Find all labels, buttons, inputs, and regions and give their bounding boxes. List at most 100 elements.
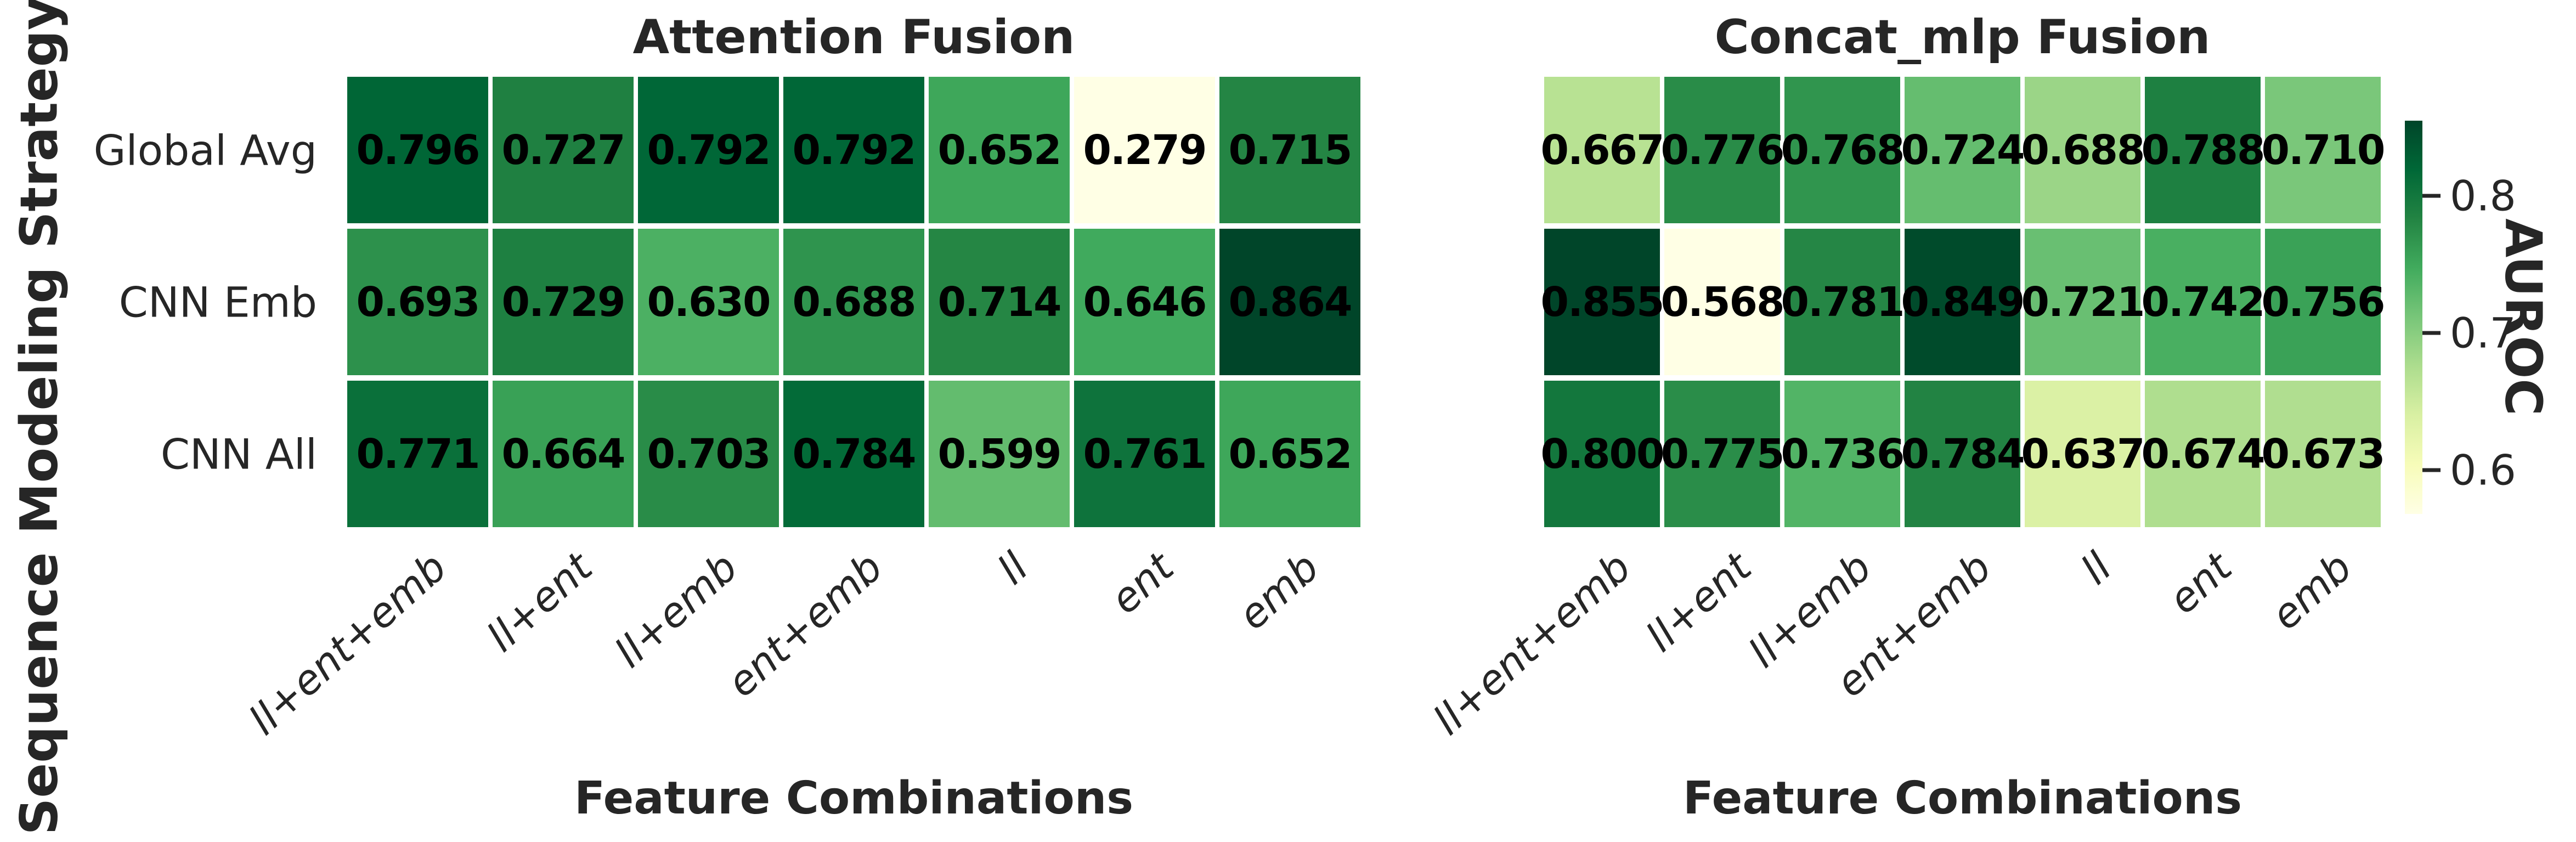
heatmap-cell: 0.646 <box>1074 229 1215 375</box>
colorbar-tick-label: 0.8 <box>2450 171 2516 221</box>
cell-value: 0.800 <box>1540 430 1664 478</box>
heatmap-cell: 0.792 <box>638 77 779 223</box>
heatmap-cell: 0.784 <box>783 381 924 527</box>
heatmap-cell: 0.568 <box>1660 229 1785 375</box>
heatmap-cell: 0.771 <box>347 381 488 527</box>
cell-value: 0.796 <box>356 126 480 174</box>
heatmap-cell: 0.724 <box>1901 77 2025 223</box>
cell-value: 0.637 <box>2021 430 2145 478</box>
cell-value: 0.630 <box>647 278 771 326</box>
heatmap-cell: 0.768 <box>1781 77 1905 223</box>
cell-value: 0.688 <box>2021 126 2145 174</box>
heatmap-cell: 0.652 <box>1219 381 1360 527</box>
heatmap-cell: 0.784 <box>1901 381 2025 527</box>
cell-value: 0.788 <box>2141 126 2265 174</box>
heatmap-cell: 0.855 <box>1540 229 1665 375</box>
colorbar-tick-mark <box>2422 331 2441 335</box>
cell-value: 0.768 <box>1781 126 1905 174</box>
cell-value: 0.652 <box>1228 430 1352 478</box>
heatmap-cell: 0.775 <box>1660 381 1785 527</box>
heatmap-cell: 0.599 <box>929 381 1070 527</box>
y-tick-label: Global Avg <box>93 126 317 174</box>
heatmap-cell: 0.742 <box>2141 229 2266 375</box>
cell-value: 0.674 <box>2141 430 2265 478</box>
x-tick-label: ll+ent+emb <box>1425 544 1641 744</box>
right-heatmap-title: Concat_mlp Fusion <box>1714 10 2211 65</box>
heatmap-cell: 0.688 <box>783 229 924 375</box>
cell-value: 0.693 <box>356 278 480 326</box>
cell-value: 0.727 <box>501 126 625 174</box>
cell-value: 0.714 <box>937 278 1061 326</box>
cell-value: 0.855 <box>1540 278 1664 326</box>
heatmap-cell: 0.693 <box>347 229 488 375</box>
cell-value: 0.792 <box>792 126 916 174</box>
x-tick-label: ent <box>2160 544 2241 624</box>
y-tick-label: CNN All <box>160 430 317 478</box>
cell-value: 0.781 <box>1781 278 1905 326</box>
heatmap-cell: 0.703 <box>638 381 779 527</box>
cell-value: 0.761 <box>1083 430 1207 478</box>
cell-value: 0.724 <box>1901 126 2025 174</box>
x-tick-label: emb <box>1229 544 1329 640</box>
cell-value: 0.742 <box>2141 278 2265 326</box>
cell-value: 0.784 <box>792 430 916 478</box>
x-tick-label: ll <box>2072 544 2121 594</box>
heatmap-cell: 0.864 <box>1219 229 1360 375</box>
heatmap-cell: 0.630 <box>638 229 779 375</box>
heatmap-cell: 0.788 <box>2141 77 2266 223</box>
cell-value: 0.771 <box>356 430 480 478</box>
heatmap-cell: 0.800 <box>1540 381 1665 527</box>
cell-value: 0.864 <box>1228 278 1352 326</box>
cell-value: 0.279 <box>1083 126 1207 174</box>
cell-value: 0.673 <box>2261 430 2385 478</box>
colorbar-label: AUROC <box>2494 218 2553 416</box>
cell-value: 0.715 <box>1228 126 1352 174</box>
cell-value: 0.792 <box>647 126 771 174</box>
colorbar-gradient <box>2405 121 2422 514</box>
heatmap-cell: 0.673 <box>2261 381 2386 527</box>
heatmap-cell: 0.715 <box>1219 77 1360 223</box>
cell-value: 0.729 <box>501 278 625 326</box>
heatmap-cell: 0.727 <box>493 77 634 223</box>
cell-value: 0.756 <box>2261 278 2385 326</box>
x-tick-label: ent+emb <box>718 544 892 707</box>
cell-value: 0.652 <box>937 126 1061 174</box>
cell-value: 0.775 <box>1660 430 1784 478</box>
heatmap-cell: 0.688 <box>2021 77 2145 223</box>
colorbar-tick-mark <box>2422 194 2441 198</box>
heatmap-cell: 0.674 <box>2141 381 2266 527</box>
cell-value: 0.710 <box>2261 126 2385 174</box>
heatmap-cell: 0.776 <box>1660 77 1785 223</box>
colorbar-tick-label: 0.6 <box>2450 445 2516 495</box>
x-tick-label: ll+ent+emb <box>240 544 456 744</box>
heatmap-cell: 0.652 <box>929 77 1070 223</box>
x-tick-label: ll+ent <box>478 544 602 662</box>
colorbar-tick-mark <box>2422 468 2441 472</box>
x-axis-label-left: Feature Combinations <box>574 772 1134 824</box>
x-tick-label: ent <box>1101 544 1183 624</box>
x-axis-label-right: Feature Combinations <box>1682 772 2242 824</box>
cell-value: 0.784 <box>1901 430 2025 478</box>
cell-value: 0.721 <box>2021 278 2145 326</box>
cell-value: 0.703 <box>647 430 771 478</box>
cell-value: 0.736 <box>1781 430 1905 478</box>
cell-value: 0.688 <box>792 278 916 326</box>
heatmap-cell: 0.729 <box>493 229 634 375</box>
heatmap-cell: 0.781 <box>1781 229 1905 375</box>
heatmap-cell: 0.667 <box>1540 77 1665 223</box>
x-tick-label: emb <box>2262 544 2362 640</box>
heatmap-cell: 0.756 <box>2261 229 2386 375</box>
cell-value: 0.667 <box>1540 126 1664 174</box>
heatmap-cell: 0.796 <box>347 77 488 223</box>
heatmap-cell: 0.637 <box>2021 381 2145 527</box>
y-tick-label: CNN Emb <box>118 278 317 326</box>
cell-value: 0.599 <box>937 430 1061 478</box>
heatmap-cell: 0.849 <box>1901 229 2025 375</box>
cell-value: 0.646 <box>1083 278 1207 326</box>
heatmap-cell: 0.736 <box>1781 381 1905 527</box>
heatmap-cell: 0.664 <box>493 381 634 527</box>
colorbar-tick-label: 0.7 <box>2450 308 2516 358</box>
x-tick-label: ll+emb <box>606 544 747 677</box>
heatmap-cell: 0.279 <box>1074 77 1215 223</box>
